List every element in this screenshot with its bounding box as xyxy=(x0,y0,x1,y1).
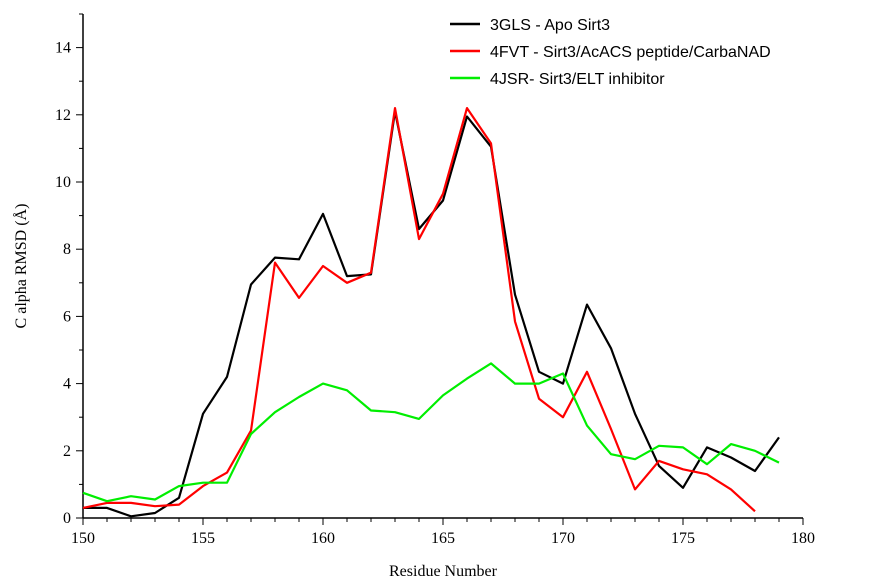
x-tick-label: 165 xyxy=(431,530,455,547)
series-layer xyxy=(82,106,780,518)
y-tick-label: 14 xyxy=(55,40,71,57)
x-tick-label: 150 xyxy=(71,530,95,547)
legend-label: 3GLS - Apo Sirt3 xyxy=(490,17,610,34)
series-line-0 xyxy=(83,110,780,518)
axes: 150 155 160 165 170 175 180 0 2 4 6 8 10 12 14 xyxy=(55,13,815,547)
y-axis-title: C alpha RMSD (Å) xyxy=(12,204,30,329)
y-tick-label: 2 xyxy=(63,443,71,460)
x-tick-label: 180 xyxy=(791,530,815,547)
legend-item: 3GLS - Apo Sirt3 xyxy=(450,17,610,34)
x-axis-title: Residue Number xyxy=(389,563,498,579)
legend-item: 4JSR- Sirt3/ELT inhibitor xyxy=(450,71,665,88)
y-tick-label: 10 xyxy=(55,174,71,191)
x-tick-label: 160 xyxy=(311,530,335,547)
legend-label: 4FVT - Sirt3/AcACS peptide/CarbaNAD xyxy=(490,44,771,61)
y-tick-label: 0 xyxy=(63,510,71,527)
x-tick-label: 155 xyxy=(191,530,215,547)
y-tick-label: 6 xyxy=(63,308,71,325)
x-tick-label: 170 xyxy=(551,530,575,547)
y-tick-label: 12 xyxy=(55,107,71,124)
y-tick-label: 4 xyxy=(63,376,71,393)
series-line-2 xyxy=(82,362,780,503)
legend-label: 4JSR- Sirt3/ELT inhibitor xyxy=(490,71,665,88)
series-line-1 xyxy=(82,106,756,513)
legend: 3GLS - Apo Sirt3 4FVT - Sirt3/AcACS pepti… xyxy=(450,17,771,88)
y-tick-label: 8 xyxy=(63,241,71,258)
legend-item: 4FVT - Sirt3/AcACS peptide/CarbaNAD xyxy=(450,44,771,61)
x-tick-label: 175 xyxy=(671,530,695,547)
